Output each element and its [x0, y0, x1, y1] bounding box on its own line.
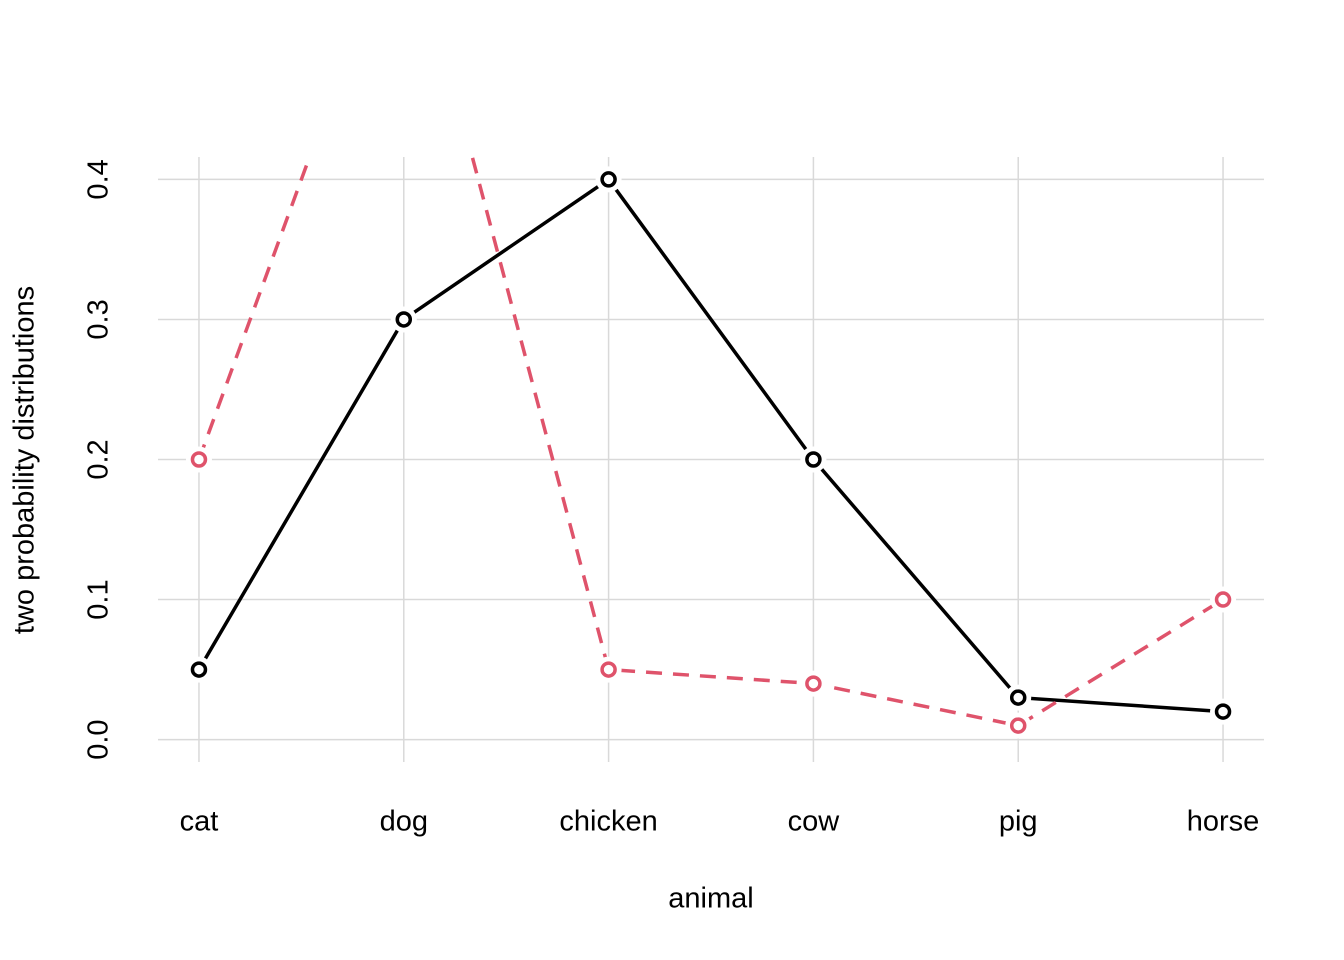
- point-gap: [185, 446, 212, 473]
- point-gap: [595, 166, 622, 193]
- point-gap: [1210, 698, 1237, 725]
- point: [805, 675, 822, 692]
- x-tick-label: chicken: [559, 806, 657, 838]
- point-gap: [390, 306, 417, 333]
- y-axis-label: two probability distributions: [9, 286, 41, 634]
- point: [805, 451, 822, 468]
- point-gap: [1005, 712, 1032, 739]
- y-tick-label: 0.4: [83, 159, 115, 199]
- x-tick-label: cat: [180, 806, 219, 838]
- point: [1009, 717, 1027, 734]
- point-gap: [595, 656, 622, 683]
- point: [190, 661, 208, 678]
- y-tick-label: 0.0: [83, 719, 115, 759]
- point-gap: [1005, 684, 1032, 711]
- point: [1009, 689, 1027, 706]
- x-axis-label: animal: [668, 883, 753, 915]
- x-tick-label: dog: [380, 806, 428, 838]
- point-gap: [185, 656, 212, 683]
- x-tick-label: cow: [788, 806, 841, 838]
- point: [600, 171, 617, 188]
- point-gap: [800, 446, 827, 473]
- point: [395, 311, 413, 328]
- point-gap: [800, 670, 827, 697]
- point: [600, 661, 617, 678]
- y-tick-label: 0.2: [83, 439, 115, 479]
- x-tick-label: pig: [999, 806, 1038, 838]
- point-gap: [1210, 586, 1237, 613]
- point: [1214, 703, 1232, 720]
- series-line: [197, 177, 1224, 714]
- series-line: [197, 157, 1224, 728]
- point: [1214, 591, 1232, 608]
- y-tick-label: 0.1: [83, 579, 115, 619]
- x-tick-label: horse: [1187, 806, 1260, 838]
- point: [190, 451, 208, 468]
- y-tick-label: 0.3: [83, 299, 115, 339]
